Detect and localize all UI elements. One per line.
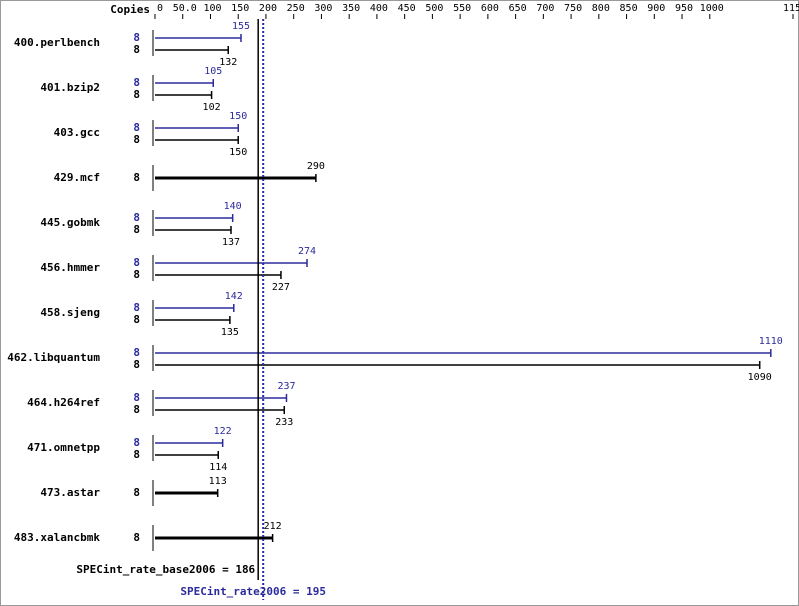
copies-label: 8 xyxy=(133,268,140,281)
copies-label: 8 xyxy=(133,346,140,359)
value-label: 212 xyxy=(264,521,282,532)
benchmark-label: 483.xalancbmk xyxy=(14,531,100,544)
value-label: 113 xyxy=(209,476,227,487)
copies-label: 8 xyxy=(133,301,140,314)
x-tick-label: 900 xyxy=(647,3,665,14)
x-tick-label: 650 xyxy=(509,3,527,14)
value-label: 150 xyxy=(229,147,247,158)
value-label: 233 xyxy=(275,417,293,428)
benchmark-label: 401.bzip2 xyxy=(40,81,100,94)
copies-label: 8 xyxy=(133,391,140,404)
x-tick-label: 0 xyxy=(157,3,163,14)
x-tick-label: 950 xyxy=(675,3,693,14)
copies-label: 8 xyxy=(133,88,140,101)
copies-label: 8 xyxy=(133,313,140,326)
value-label: 227 xyxy=(272,282,290,293)
copies-label: 8 xyxy=(133,436,140,449)
x-tick-label: 500 xyxy=(425,3,443,14)
benchmark-label: 456.hmmer xyxy=(40,261,100,274)
value-label: 274 xyxy=(298,246,316,257)
x-tick-label: 450 xyxy=(398,3,416,14)
copies-label: 8 xyxy=(133,403,140,416)
copies-label: 8 xyxy=(133,171,140,184)
benchmark-label: 471.omnetpp xyxy=(27,441,100,454)
value-label: 155 xyxy=(232,21,250,32)
value-label: 132 xyxy=(219,57,237,68)
copies-label: 8 xyxy=(133,223,140,236)
value-label: 135 xyxy=(221,327,239,338)
x-tick-label: 1000 xyxy=(700,3,724,14)
value-label: 142 xyxy=(225,291,243,302)
x-tick-label: 400 xyxy=(370,3,388,14)
x-tick-label: 700 xyxy=(536,3,554,14)
copies-label: 8 xyxy=(133,133,140,146)
benchmark-label: 458.sjeng xyxy=(40,306,100,319)
copies-label: 8 xyxy=(133,358,140,371)
x-tick-label: 50.0 xyxy=(173,3,197,14)
copies-label: 8 xyxy=(133,448,140,461)
copies-label: 8 xyxy=(133,486,140,499)
copies-label: 8 xyxy=(133,43,140,56)
value-label: 137 xyxy=(222,237,240,248)
x-tick-label: 800 xyxy=(592,3,610,14)
value-label: 105 xyxy=(204,66,222,77)
benchmark-label: 464.h264ref xyxy=(27,396,100,409)
copies-label: 8 xyxy=(133,31,140,44)
benchmark-label: 473.astar xyxy=(40,486,100,499)
reference-label: SPECint_rate_base2006 = 186 xyxy=(76,563,255,576)
x-tick-label: 1150 xyxy=(783,3,799,14)
value-label: 150 xyxy=(229,111,247,122)
reference-label: SPECint_rate2006 = 195 xyxy=(180,585,326,598)
value-label: 1090 xyxy=(748,372,772,383)
copies-label: 8 xyxy=(133,211,140,224)
benchmark-label: 445.gobmk xyxy=(40,216,100,229)
value-label: 102 xyxy=(203,102,221,113)
x-tick-label: 250 xyxy=(287,3,305,14)
value-label: 114 xyxy=(209,462,227,473)
value-label: 122 xyxy=(214,426,232,437)
x-tick-label: 550 xyxy=(453,3,471,14)
x-tick-label: 750 xyxy=(564,3,582,14)
benchmark-label: 400.perlbench xyxy=(14,36,100,49)
copies-label: 8 xyxy=(133,256,140,269)
x-tick-label: 150 xyxy=(231,3,249,14)
x-tick-label: 350 xyxy=(342,3,360,14)
x-tick-label: 300 xyxy=(314,3,332,14)
copies-label: 8 xyxy=(133,121,140,134)
benchmark-label: 429.mcf xyxy=(54,171,100,184)
copies-header: Copies xyxy=(110,3,150,16)
x-tick-label: 850 xyxy=(620,3,638,14)
value-label: 140 xyxy=(224,201,242,212)
value-label: 1110 xyxy=(759,336,783,347)
value-label: 290 xyxy=(307,161,325,172)
benchmark-label: 462.libquantum xyxy=(7,351,100,364)
benchmark-label: 403.gcc xyxy=(54,126,100,139)
value-label: 237 xyxy=(277,381,295,392)
x-tick-label: 200 xyxy=(259,3,277,14)
copies-label: 8 xyxy=(133,76,140,89)
copies-label: 8 xyxy=(133,531,140,544)
x-tick-label: 100 xyxy=(203,3,221,14)
x-tick-label: 600 xyxy=(481,3,499,14)
